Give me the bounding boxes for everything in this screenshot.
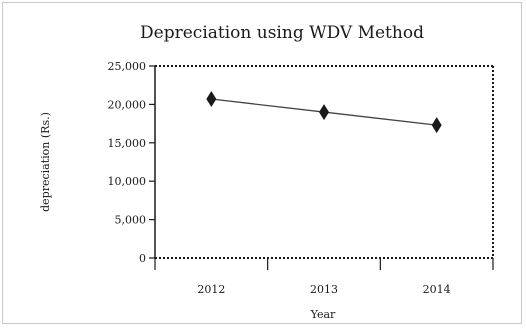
chart-title: Depreciation using WDV Method <box>140 23 424 43</box>
data-point-marker <box>431 117 442 134</box>
y-tick-label: 20,000 <box>108 98 147 111</box>
data-point-marker <box>319 104 329 121</box>
y-tick-label: 5,000 <box>115 214 147 227</box>
y-tick-label: 15,000 <box>108 137 147 150</box>
x-tick-label: 2012 <box>197 283 225 296</box>
y-tick-label: 10,000 <box>108 175 147 188</box>
y-tick-label: 25,000 <box>108 60 147 73</box>
x-axis-label: Year <box>310 308 336 321</box>
chart-frame <box>2 2 522 324</box>
y-tick-label: 0 <box>139 252 146 265</box>
y-axis-label: depreciation (Rs.) <box>39 112 52 212</box>
data-point-marker <box>206 91 217 108</box>
x-tick-label: 2014 <box>423 283 451 296</box>
x-tick-label: 2013 <box>310 283 338 296</box>
